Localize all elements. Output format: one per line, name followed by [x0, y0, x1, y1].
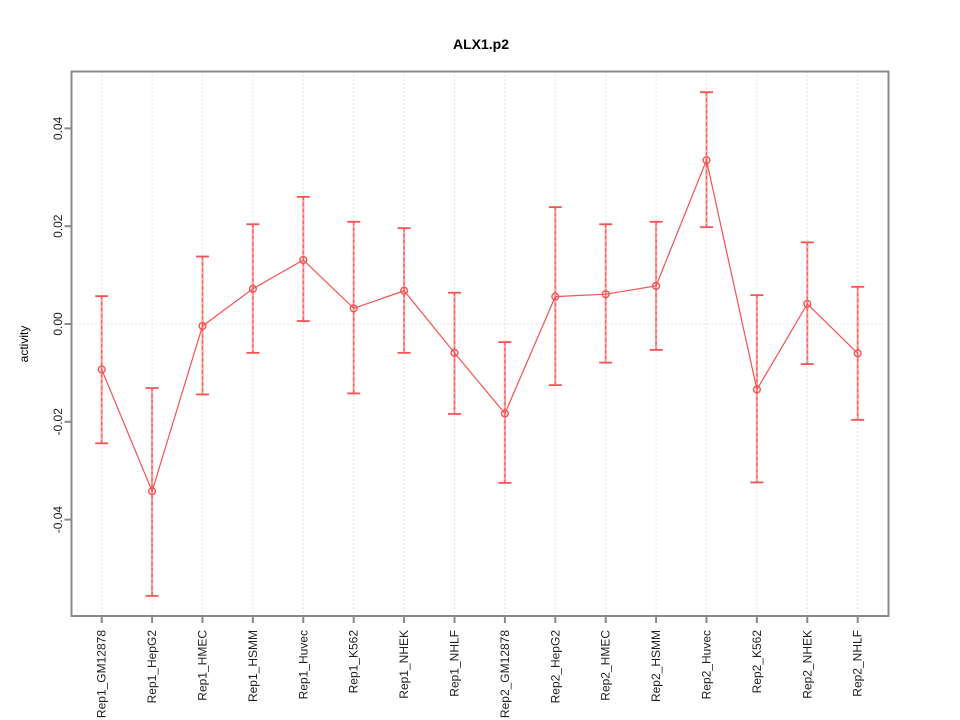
x-tick-label: Rep1_Huvec: [296, 630, 310, 699]
x-tick-label: Rep1_K562: [347, 630, 361, 694]
data-point: [198, 321, 207, 331]
x-tick-label: Rep2_K562: [750, 630, 764, 694]
data-point: [853, 349, 862, 358]
chart-title: ALX1.p2: [453, 36, 509, 52]
y-tick-label: 0.02: [51, 214, 65, 238]
series-line: [101, 158, 859, 494]
x-tick-label: Rep2_Huvec: [700, 630, 714, 699]
x-tick-label: Rep1_HMEC: [196, 630, 210, 701]
y-tick-label: -0.04: [51, 506, 65, 534]
data-point: [148, 487, 157, 496]
data-point: [752, 385, 762, 394]
data-point: [349, 304, 358, 313]
data-point: [97, 365, 106, 374]
x-tick-label: Rep1_GM12878: [95, 630, 109, 718]
x-tick-label: Rep2_NHEK: [800, 630, 814, 699]
data-point: [651, 281, 661, 290]
data-point: [450, 348, 459, 357]
data-point: [702, 156, 711, 165]
x-tick-label: Rep2_HMEC: [599, 630, 613, 701]
data-point: [803, 299, 812, 309]
x-tick-label: Rep2_HepG2: [548, 630, 562, 704]
y-tick-label: 0.00: [51, 312, 65, 336]
y-tick-label: 0.04: [51, 116, 65, 140]
data-point: [551, 292, 560, 301]
x-tick-label: Rep2_NHLF: [851, 630, 865, 697]
x-tick-label: Rep1_NHLF: [448, 630, 462, 697]
x-tick-label: Rep1_NHEK: [397, 630, 411, 699]
x-tick-label: Rep2_HSMM: [649, 630, 663, 702]
plot-border: [70, 70, 890, 617]
x-tick-label: Rep2_GM12878: [498, 630, 512, 718]
data-point: [400, 286, 409, 295]
gridlines: [71, 71, 889, 616]
data-point: [601, 290, 610, 299]
x-tick-label: Rep1_HepG2: [145, 630, 159, 704]
error-bars: [95, 91, 865, 597]
data-point: [500, 409, 510, 418]
data-point: [248, 284, 258, 293]
y-axis-title: activity: [17, 326, 31, 363]
series-polyline: [101, 158, 859, 494]
x-tick-label: Rep1_HSMM: [246, 630, 260, 702]
y-tick-label: -0.02: [51, 408, 65, 436]
axes: 0.04 0.02 0.00 -0.02 -0.04 Rep1_GM12878 Rep1_H…: [51, 70, 890, 718]
data-point: [299, 255, 308, 265]
data-points: [97, 156, 862, 496]
